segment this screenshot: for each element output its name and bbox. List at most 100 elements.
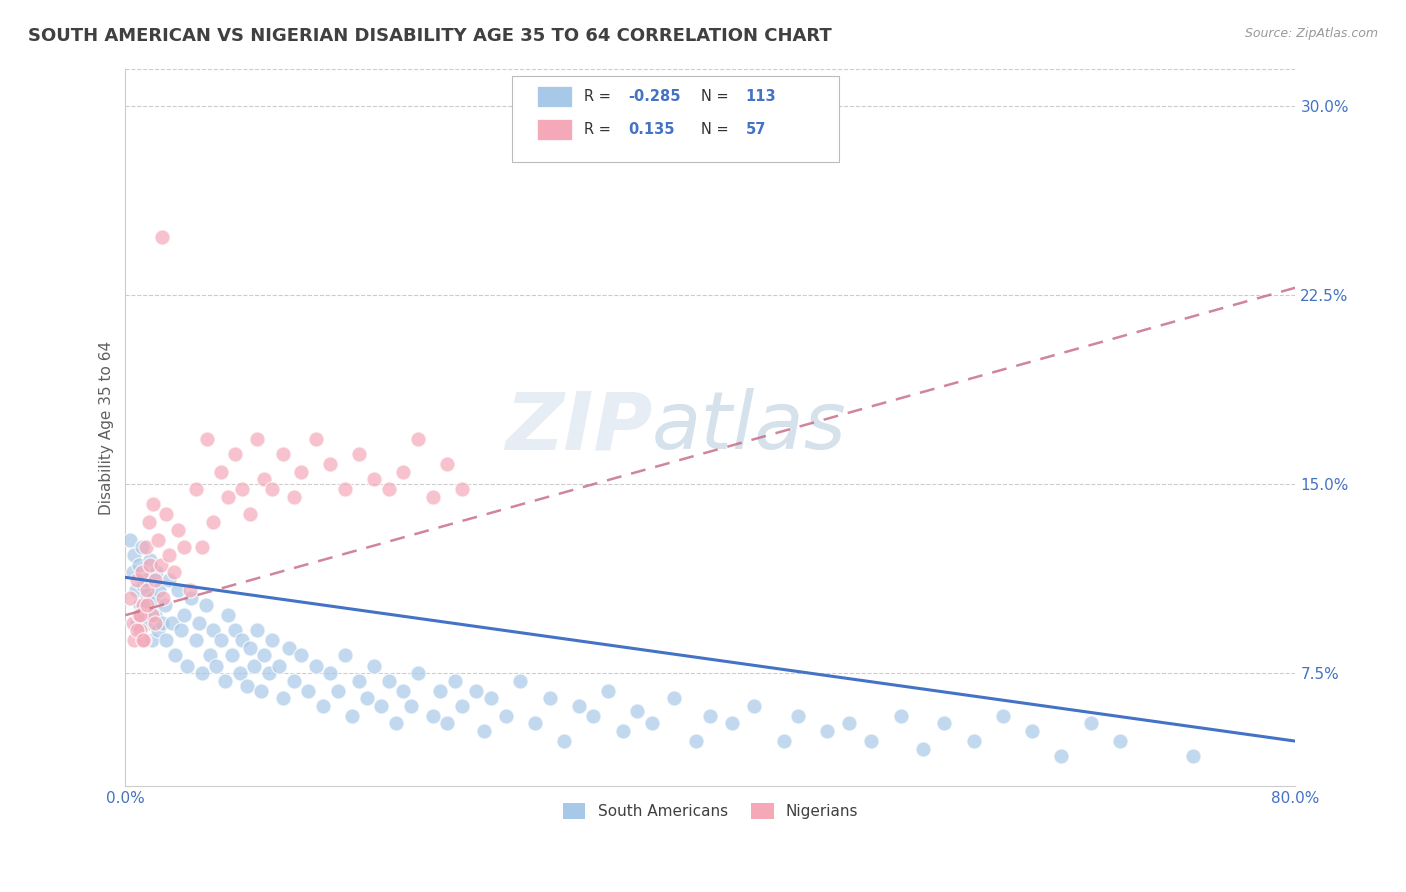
Point [253, 472, 276, 486]
Point [1109, 734, 1132, 748]
Point [231, 482, 253, 496]
Point [217, 608, 239, 623]
Point [155, 633, 177, 648]
Point [243, 658, 266, 673]
Text: ZIP: ZIP [505, 389, 652, 467]
Point [239, 508, 262, 522]
Point [118, 533, 141, 547]
Point [278, 640, 301, 655]
Point [377, 482, 399, 496]
Point [257, 666, 280, 681]
Point [273, 447, 295, 461]
Point [253, 648, 276, 663]
Point [422, 490, 444, 504]
Point [721, 716, 744, 731]
Point [165, 648, 187, 663]
Point [991, 709, 1014, 723]
Point [283, 490, 305, 504]
Point [141, 633, 163, 648]
Point [202, 515, 225, 529]
Point [538, 691, 561, 706]
FancyBboxPatch shape [512, 76, 839, 161]
Point [838, 716, 860, 731]
Point [290, 648, 312, 663]
Point [139, 558, 162, 572]
Point [304, 432, 326, 446]
Point [224, 624, 246, 638]
Point [250, 683, 273, 698]
Point [319, 666, 342, 681]
Point [214, 673, 236, 688]
Point [260, 482, 283, 496]
Point [136, 588, 159, 602]
Point [406, 666, 429, 681]
Point [129, 608, 152, 623]
Point [129, 624, 152, 638]
Point [184, 482, 207, 496]
Text: -0.285: -0.285 [628, 89, 681, 104]
Point [436, 716, 458, 731]
Point [180, 591, 202, 605]
Point [239, 640, 262, 655]
Point [422, 709, 444, 723]
Point [134, 633, 156, 648]
Point [319, 457, 342, 471]
Legend: South Americans, Nigerians: South Americans, Nigerians [557, 797, 865, 825]
Text: 113: 113 [745, 89, 776, 104]
Point [209, 465, 232, 479]
Point [145, 566, 167, 580]
Point [127, 615, 149, 630]
Bar [537, 86, 572, 107]
Text: R =: R = [583, 122, 616, 137]
Point [132, 578, 155, 592]
Point [167, 523, 190, 537]
Point [173, 540, 195, 554]
Point [148, 582, 170, 597]
Point [363, 658, 385, 673]
Point [370, 698, 392, 713]
Point [260, 633, 283, 648]
Point [128, 608, 150, 623]
Point [138, 615, 160, 630]
Point [228, 666, 250, 681]
Point [626, 704, 648, 718]
Point [495, 709, 517, 723]
Point [152, 591, 174, 605]
Point [134, 608, 156, 623]
Point [349, 447, 371, 461]
Point [142, 497, 165, 511]
Point [340, 709, 363, 723]
Point [143, 615, 166, 630]
Point [217, 490, 239, 504]
Point [122, 633, 145, 648]
Point [139, 553, 162, 567]
Point [297, 683, 319, 698]
Point [465, 683, 488, 698]
Point [399, 698, 422, 713]
Text: SOUTH AMERICAN VS NIGERIAN DISABILITY AGE 35 TO 64 CORRELATION CHART: SOUTH AMERICAN VS NIGERIAN DISABILITY AG… [28, 27, 832, 45]
Point [312, 698, 335, 713]
Text: R =: R = [583, 89, 616, 104]
Point [596, 683, 619, 698]
Point [176, 658, 198, 673]
Text: N =: N = [702, 122, 734, 137]
Point [934, 716, 956, 731]
Point [153, 598, 176, 612]
Point [131, 566, 153, 580]
Text: N =: N = [702, 89, 734, 104]
Point [356, 691, 378, 706]
Point [349, 673, 371, 688]
Point [127, 624, 149, 638]
Point [138, 515, 160, 529]
Point [167, 582, 190, 597]
Point [231, 633, 253, 648]
Point [699, 709, 721, 723]
Text: 0.135: 0.135 [628, 122, 675, 137]
Point [128, 558, 150, 572]
Point [121, 566, 143, 580]
Point [143, 608, 166, 623]
Point [582, 709, 605, 723]
Bar [537, 119, 572, 140]
Point [122, 548, 145, 562]
Point [131, 540, 153, 554]
